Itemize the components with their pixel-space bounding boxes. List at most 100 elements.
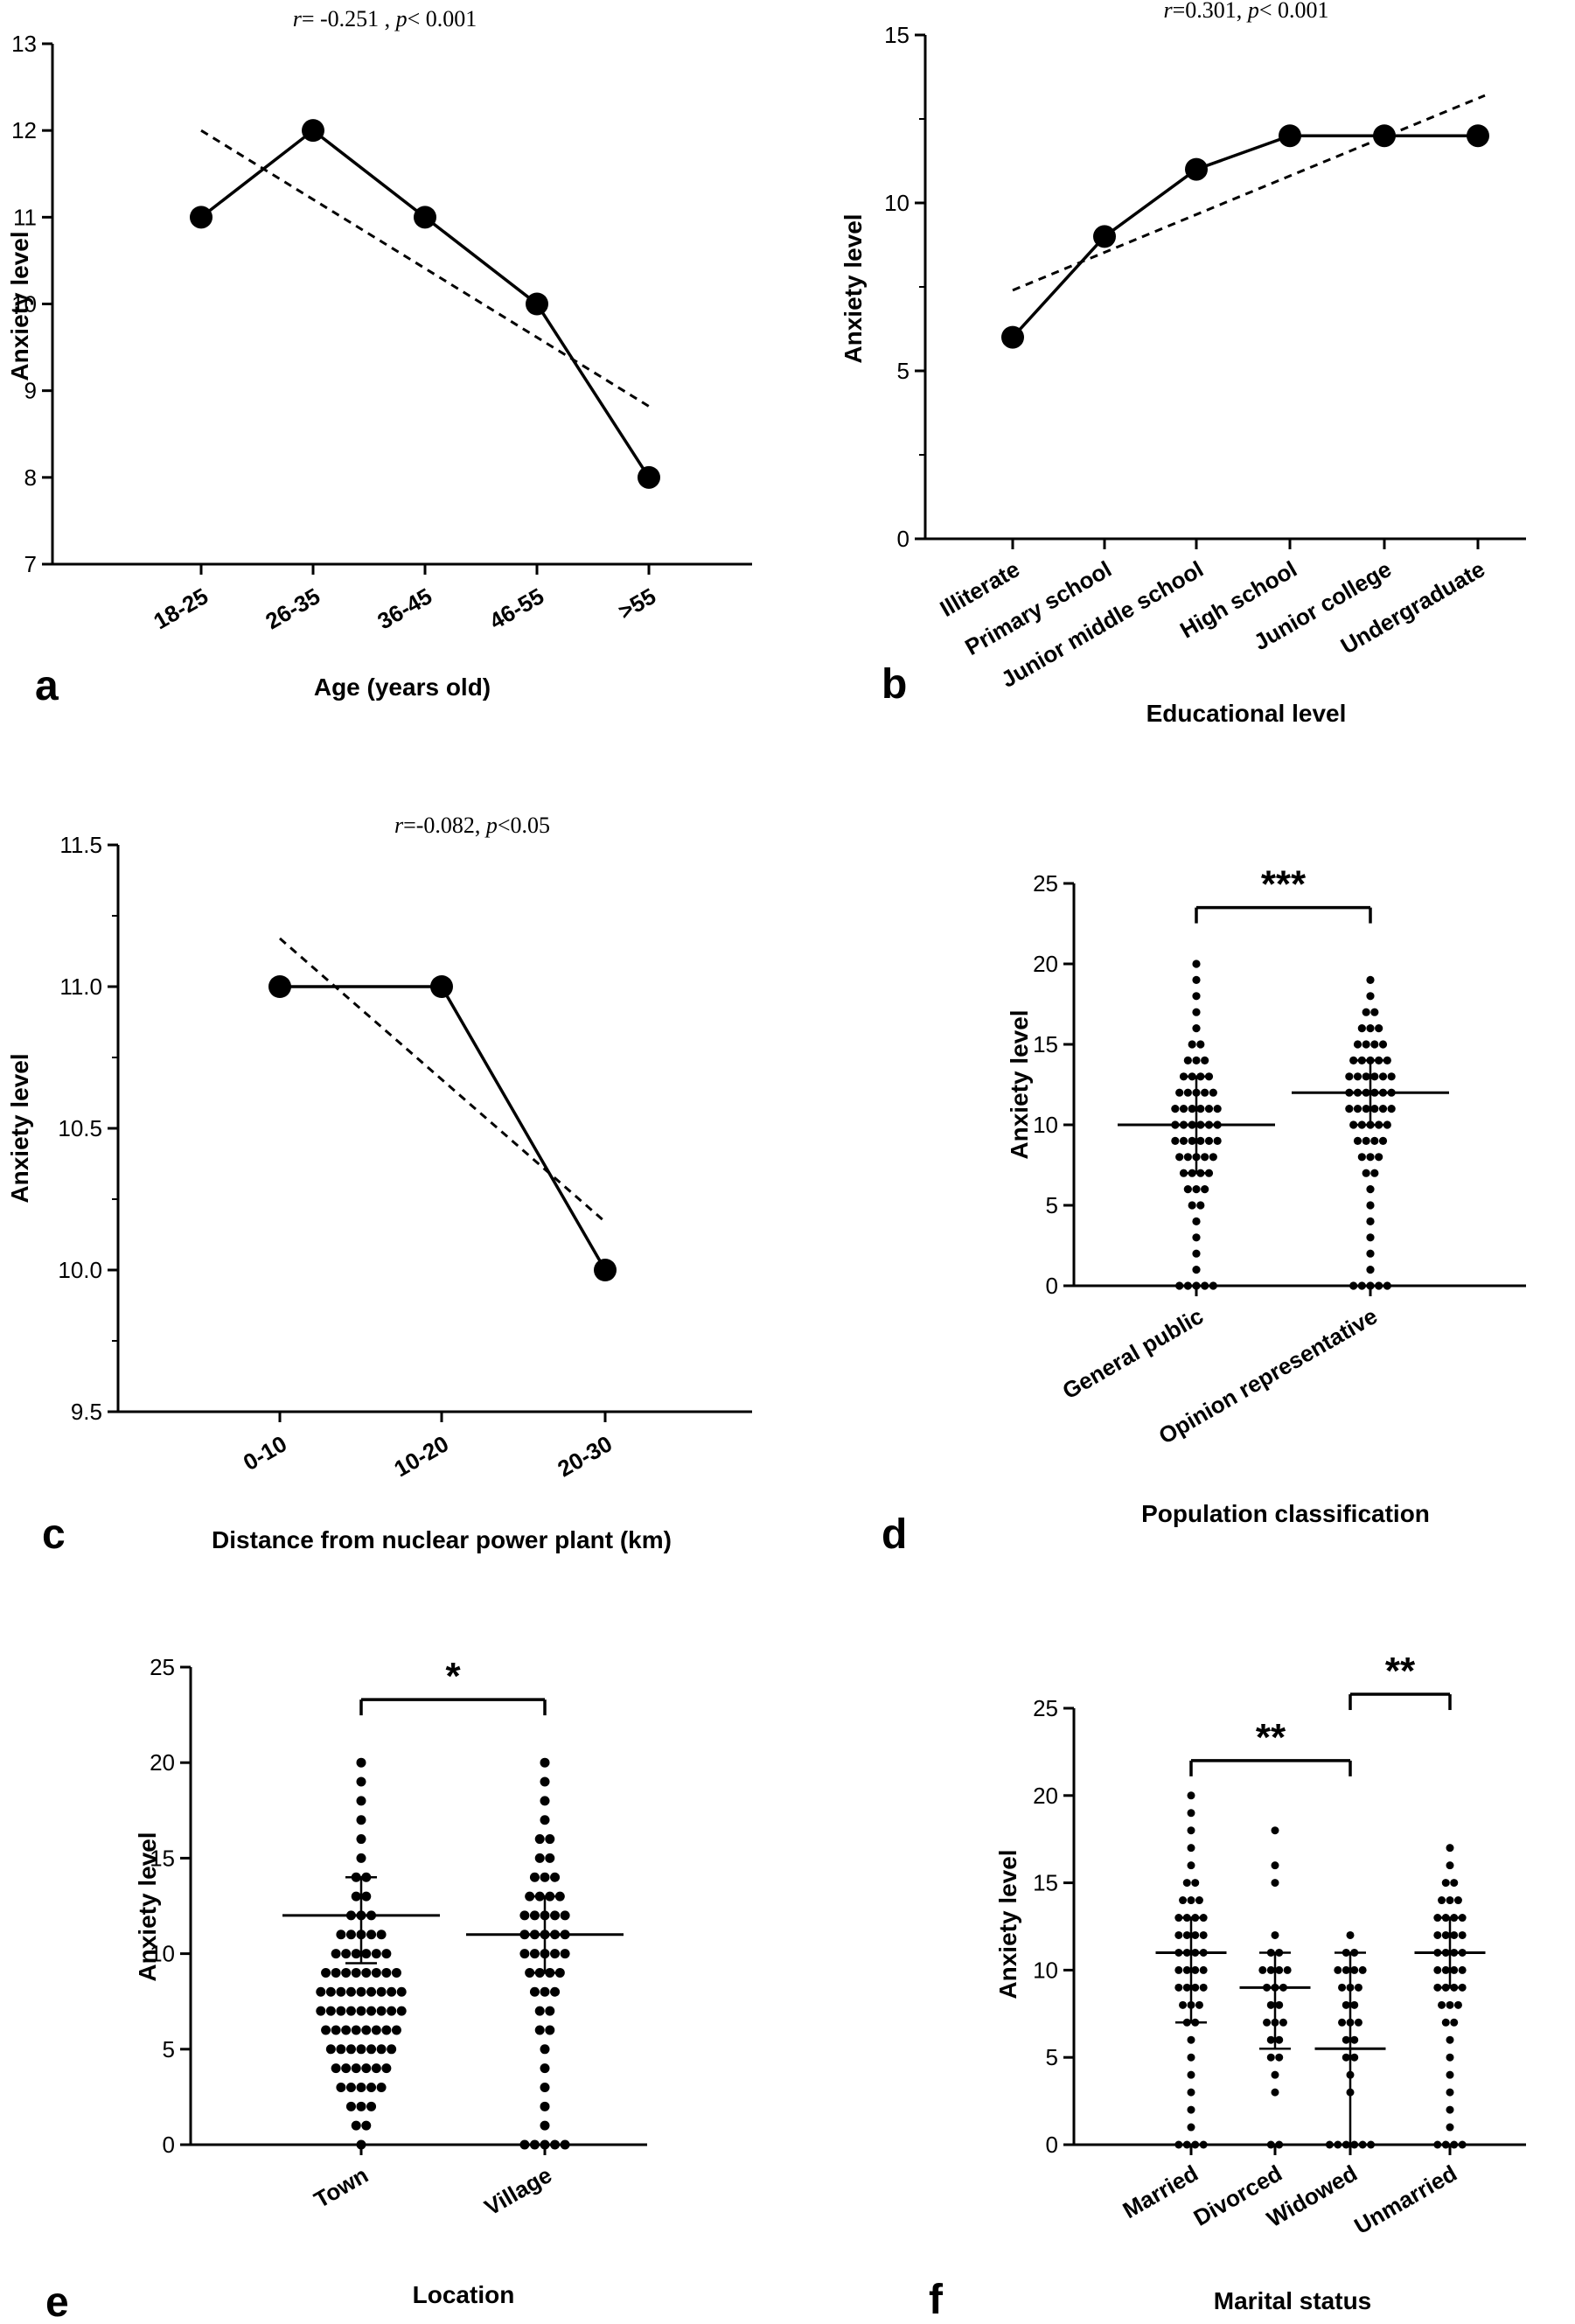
data-dot	[325, 1986, 336, 1997]
data-dot	[1375, 1153, 1383, 1162]
data-dot	[1201, 1185, 1209, 1194]
stat-p-value: < 0.001	[1259, 0, 1329, 23]
y-tick-label: 5	[897, 358, 909, 384]
data-dot	[356, 1986, 366, 1997]
data-dot	[1350, 2053, 1359, 2062]
data-dot	[1441, 2140, 1450, 2149]
data-dot	[356, 1796, 366, 1806]
data-dot	[1187, 2035, 1195, 2044]
y-tick-label: 10	[884, 190, 909, 216]
data-dot	[1187, 2123, 1195, 2132]
data-dot	[540, 1757, 550, 1768]
data-dot	[1357, 1153, 1366, 1162]
data-dot	[1366, 1153, 1375, 1162]
data-dot	[1338, 1983, 1347, 1992]
data-dot	[361, 2063, 372, 2074]
data-dot	[1195, 1896, 1203, 1905]
data-dot	[1433, 2140, 1442, 2149]
data-dot	[1446, 1844, 1454, 1853]
data-dot	[1378, 1072, 1388, 1081]
x-axis-title: Distance from nuclear power plant (km)	[212, 1526, 672, 1553]
data-dot	[316, 2006, 326, 2016]
data-dot	[1209, 1153, 1217, 1162]
correlation-stat: r=-0.082, p<0.05	[394, 813, 550, 838]
data-dot	[345, 1930, 356, 1940]
data-dot	[1383, 1120, 1391, 1129]
y-tick-label: 5	[1046, 1192, 1058, 1218]
data-dot	[351, 2120, 361, 2131]
data-dot	[1266, 2035, 1275, 2044]
data-dot	[1357, 1281, 1366, 1290]
stat-r: r	[293, 6, 303, 31]
data-dot	[381, 1967, 392, 1978]
data-dot	[391, 2025, 401, 2035]
data-dot	[1350, 1965, 1359, 1974]
data-dot	[331, 2063, 341, 2074]
data-dot	[356, 1834, 366, 1845]
data-dot	[1441, 2018, 1450, 2027]
data-dot	[1387, 1105, 1396, 1113]
data-dot	[1354, 1983, 1362, 1992]
data-dot	[560, 2139, 570, 2150]
data-dot	[529, 1872, 540, 1882]
data-dot	[1458, 1930, 1467, 1939]
data-dot	[1438, 2000, 1446, 2009]
data-dot	[1338, 2018, 1347, 2027]
data-dot	[1446, 2035, 1454, 2044]
data-dot	[1342, 2000, 1350, 2009]
data-dot	[1191, 1965, 1200, 1974]
data-dot	[1187, 2053, 1195, 2062]
y-tick-label: 0	[1046, 2132, 1058, 2158]
data-dot	[1187, 1844, 1195, 1853]
data-dot	[540, 1872, 550, 1882]
data-dot	[1199, 1983, 1208, 1992]
x-axis-title: Location	[413, 2281, 515, 2308]
x-axis-title: Educational level	[1146, 700, 1347, 727]
data-dot	[1192, 1185, 1201, 1194]
data-point	[1001, 325, 1024, 349]
data-dot	[371, 2025, 381, 2035]
data-dot	[540, 1776, 550, 1787]
data-dot	[1182, 1930, 1191, 1939]
panel-letter: c	[42, 1511, 66, 1558]
data-point	[1185, 157, 1208, 181]
data-dot	[1175, 1088, 1184, 1097]
data-dot	[1213, 1136, 1222, 1145]
data-dot	[356, 2044, 366, 2055]
stat-r-value: = -0.251 ,	[302, 6, 396, 31]
y-tick-label: 10	[150, 1941, 175, 1967]
data-dot	[1175, 1281, 1184, 1290]
data-dot	[1342, 2035, 1350, 2044]
y-tick-label: 15	[150, 1845, 175, 1871]
data-dot	[1366, 992, 1375, 1001]
data-dot	[545, 2006, 555, 2016]
panel-letter: a	[35, 663, 59, 709]
y-tick-label: 25	[1033, 1695, 1058, 1721]
stat-p: p	[1246, 0, 1259, 23]
data-dot	[351, 1949, 361, 1959]
data-dot	[1179, 2000, 1188, 2009]
data-dot	[1187, 2105, 1195, 2114]
data-dot	[356, 2006, 366, 2016]
data-dot	[1353, 1105, 1362, 1113]
data-dot	[1192, 1024, 1201, 1033]
data-point	[1373, 124, 1396, 148]
data-dot	[331, 1967, 341, 1978]
y-tick-label: 13	[11, 31, 37, 57]
data-dot	[1346, 1930, 1355, 1939]
data-dot	[396, 1986, 407, 1997]
data-dot	[1188, 1040, 1196, 1049]
data-dot	[356, 2082, 366, 2092]
y-tick-label: 25	[150, 1654, 175, 1680]
stat-p-value: < 0.001	[408, 6, 477, 31]
data-dot	[1354, 2018, 1362, 2027]
data-dot	[1441, 1930, 1450, 1939]
stat-p: p	[394, 6, 408, 31]
data-dot	[351, 2063, 361, 2074]
data-dot	[376, 2044, 387, 2055]
data-dot	[1192, 992, 1201, 1001]
data-dot	[540, 2044, 550, 2055]
significance-label: **	[1256, 1716, 1286, 1759]
data-dot	[336, 2082, 346, 2092]
data-dot	[545, 1853, 555, 1863]
